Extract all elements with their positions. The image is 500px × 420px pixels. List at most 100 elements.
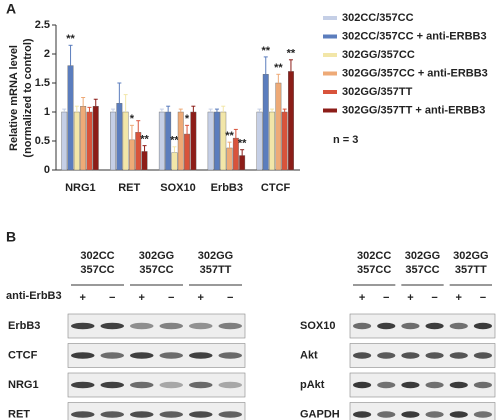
- protein-label: SOX10: [300, 320, 335, 332]
- bar: [213, 111, 220, 171]
- legend-swatch: [323, 108, 337, 113]
- bar: [281, 111, 288, 171]
- bar: [184, 133, 191, 171]
- band: [189, 352, 213, 359]
- band: [401, 411, 420, 418]
- bar: [190, 111, 197, 171]
- bar: [269, 111, 275, 171]
- band: [218, 352, 242, 359]
- band: [159, 411, 183, 418]
- band: [377, 352, 396, 359]
- band: [218, 381, 242, 389]
- blot: [67, 372, 246, 398]
- group-label: 302GG: [453, 250, 488, 262]
- bar: [275, 82, 282, 171]
- bar: [128, 139, 135, 171]
- x-tick-label: NRG1: [65, 182, 96, 194]
- band: [159, 322, 183, 330]
- band: [71, 322, 95, 330]
- sign: +: [407, 292, 413, 304]
- significance: **: [66, 33, 75, 45]
- bar: [288, 71, 294, 171]
- bar: [110, 111, 117, 171]
- legend-label: 302CC/357CC: [342, 12, 414, 24]
- band: [130, 322, 154, 330]
- band: [189, 381, 213, 389]
- band: [401, 322, 420, 330]
- band: [449, 411, 468, 418]
- protein-label: GAPDH: [300, 408, 340, 420]
- band: [71, 381, 95, 389]
- band: [401, 381, 420, 389]
- band: [425, 322, 444, 330]
- legend-label: 302GG/357TT + anti-ERBB3: [342, 104, 485, 116]
- legend-label: 302GG/357CC + anti-ERBB3: [342, 67, 488, 79]
- band: [189, 322, 213, 330]
- bar: [92, 105, 99, 171]
- bar: [256, 111, 263, 171]
- band: [159, 381, 183, 389]
- band: [377, 411, 396, 418]
- protein-label: CTCF: [8, 349, 38, 361]
- x-tick-label: RET: [118, 182, 140, 194]
- y-axis-label: Relative mRNA level: [8, 45, 20, 151]
- band: [425, 411, 444, 418]
- group-label: 302CC: [357, 250, 391, 262]
- bar: [262, 74, 269, 171]
- significance: **: [140, 134, 149, 146]
- blot: [67, 343, 246, 368]
- band: [130, 411, 154, 418]
- sign: +: [456, 292, 462, 304]
- band: [401, 352, 420, 359]
- band: [159, 352, 183, 359]
- bar: [73, 111, 80, 171]
- legend-swatch: [323, 90, 337, 94]
- y-axis-label: (normalized to control): [22, 38, 34, 158]
- y-tick-label: 0.5: [35, 135, 50, 147]
- band: [449, 381, 468, 389]
- group-label: 302GG: [198, 250, 233, 262]
- treatment-label: anti-ErbB3: [6, 290, 62, 302]
- sign: −: [383, 292, 389, 304]
- y-tick-label: 0: [44, 164, 50, 176]
- bar: [141, 151, 148, 171]
- band: [353, 411, 372, 418]
- band: [100, 411, 124, 418]
- blot: [349, 402, 496, 420]
- band: [218, 411, 242, 418]
- blot: [349, 343, 496, 368]
- bar: [86, 111, 93, 171]
- legend-label: 302GG/357CC: [342, 49, 415, 61]
- legend-label: 302GG/357TT: [342, 86, 413, 98]
- blot: [349, 313, 496, 339]
- y-tick-label: 1: [44, 106, 50, 118]
- bar: [226, 147, 233, 171]
- group-label: 357CC: [139, 264, 173, 276]
- panel-label: B: [6, 229, 16, 245]
- sign: +: [359, 292, 365, 304]
- protein-label: ErbB3: [8, 320, 40, 332]
- blot: [67, 313, 246, 339]
- bar: [158, 111, 165, 171]
- significance: **: [225, 130, 234, 142]
- significance: *: [130, 113, 135, 125]
- band: [130, 352, 154, 359]
- sign: −: [431, 292, 437, 304]
- band: [71, 352, 95, 359]
- band: [473, 411, 492, 418]
- group-label: 302GG: [139, 250, 174, 262]
- significance: **: [274, 62, 283, 74]
- panel-label: A: [6, 1, 16, 17]
- band: [425, 381, 444, 389]
- sign: −: [227, 292, 233, 304]
- legend-swatch: [323, 34, 337, 39]
- note: n = 3: [333, 134, 358, 146]
- bar: [67, 65, 74, 171]
- group-label: 357TT: [455, 264, 487, 276]
- significance: **: [170, 135, 179, 147]
- group-label: 357TT: [200, 264, 232, 276]
- x-tick-label: ErbB3: [211, 182, 243, 194]
- group-label: 357CC: [405, 264, 439, 276]
- protein-label: RET: [8, 408, 30, 420]
